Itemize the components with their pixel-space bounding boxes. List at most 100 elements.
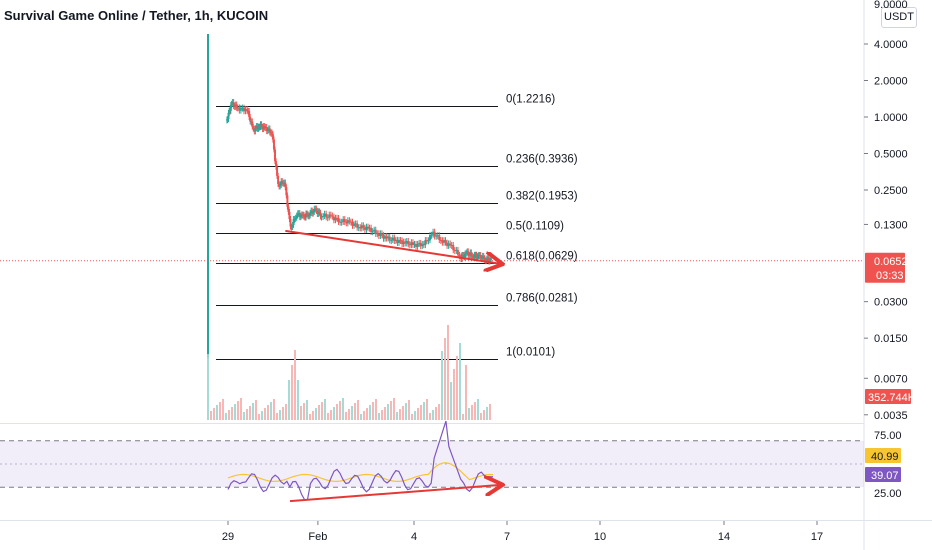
volume-bar [462,414,464,420]
candle [290,226,293,228]
volume-bar [444,338,446,420]
volume-bar [417,408,419,420]
candle [416,243,419,247]
volume-bar [423,402,425,420]
candle [472,256,475,258]
candle [384,236,387,239]
candle [421,243,424,247]
candle [239,107,242,111]
candle [306,213,309,215]
volume-bar [258,414,260,420]
candle [287,206,290,212]
candle [282,182,285,184]
candle [402,241,405,245]
candle [463,255,466,258]
fib-label-4: 0.618(0.0629) [506,251,578,263]
volume-bar [324,399,326,420]
candle [388,236,391,241]
volume-bar [363,411,365,420]
volume-bar [390,401,392,420]
candle [410,242,413,246]
volume-bar [327,413,329,420]
currency-badge[interactable]: USDT [881,7,917,28]
y-tick-8: 0.0070 [874,373,908,385]
candle [429,234,431,241]
volume-bar [477,399,479,420]
fibonacci-group[interactable]: 0(1.2216) 0.236(0.3936) 0.382(0.1953) 0.5(0… [216,94,578,360]
volume-bar [291,365,293,420]
candle [231,101,234,104]
y-tick-1: 2.0000 [874,76,908,88]
volume-bar [459,343,461,420]
candle [261,126,264,130]
volume-bar [432,410,434,420]
candle [419,242,422,247]
candle [310,210,313,213]
candle [458,254,461,257]
candle [438,235,441,241]
candle [288,211,291,220]
candle [250,121,253,123]
volume-bar [303,403,305,420]
candle [479,254,482,258]
volume-bar [399,409,401,420]
volume-bar [333,407,335,420]
candle [230,103,233,106]
candle [441,240,444,243]
volume-bar [261,411,263,420]
candle [396,239,399,243]
volume-bar [288,380,290,420]
candle [251,121,254,127]
volume-bar [366,408,368,420]
volume-bar [210,411,212,420]
candle [365,226,368,230]
candle [468,254,471,256]
candle [228,110,231,113]
candle [236,107,239,109]
candle [432,231,435,235]
candle [326,217,329,219]
trendlines-group[interactable] [285,229,500,503]
candle [370,227,373,233]
candle [393,237,396,241]
volume-bar [378,413,380,420]
chart-title: Survival Game Online / Tether, 1h, KUCOI… [4,8,269,23]
candle [415,243,418,247]
candle [334,217,337,221]
volume-bar [381,410,383,420]
candle [297,213,300,215]
candle [276,166,279,176]
volume-bar [300,406,302,420]
candle [311,210,314,214]
candle [267,128,270,131]
candle [241,107,244,109]
fib-label-2: 0.382(0.1953) [506,191,578,203]
candle [439,240,442,242]
candle [404,241,407,244]
candle [275,161,278,167]
candle [258,126,261,128]
candle [446,242,449,246]
volume-bar [237,401,239,420]
volume-bar [252,403,254,420]
volume-bar [312,411,314,420]
candle [377,233,380,236]
volume-bar [207,358,209,420]
volume-bar [285,404,287,420]
candle [314,208,317,210]
volume-text: 352.744K [868,392,916,404]
x-tick-0: 29 [222,531,234,543]
y-tick-9: 0.0035 [874,410,908,422]
rsi-ma-line [227,462,494,482]
candle [291,224,294,228]
candle [302,214,305,217]
candle [374,229,377,234]
candle [308,215,311,217]
candle [427,240,430,242]
candle [354,223,357,225]
candle [433,231,436,237]
candle [260,124,263,127]
volume-bar [240,398,242,420]
candle [316,210,319,214]
